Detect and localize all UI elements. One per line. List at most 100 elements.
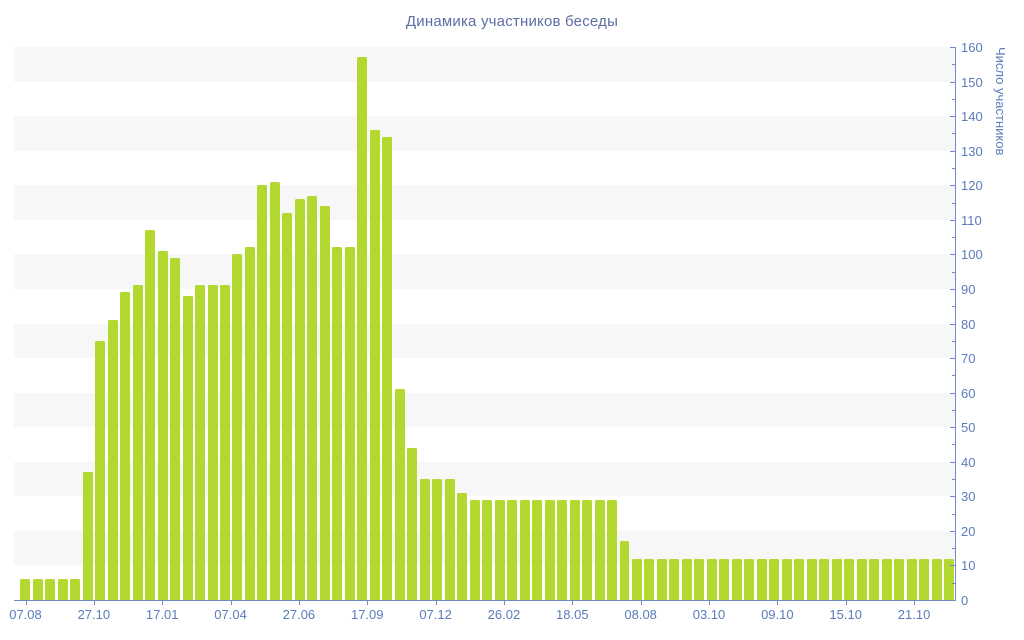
y-major-tick <box>950 358 955 360</box>
bar[interactable] <box>744 558 755 600</box>
bar[interactable] <box>831 558 842 600</box>
bar[interactable] <box>569 499 580 600</box>
bar[interactable] <box>681 558 692 600</box>
bar[interactable] <box>244 247 255 600</box>
x-tick-label: 17.01 <box>145 607 179 622</box>
bar[interactable] <box>407 447 418 600</box>
bar[interactable] <box>719 558 730 600</box>
bar[interactable] <box>432 479 443 600</box>
bar[interactable] <box>519 499 530 600</box>
bar-slot <box>344 47 356 600</box>
bar[interactable] <box>582 499 593 600</box>
bar[interactable] <box>881 558 892 600</box>
grid-band <box>14 150 955 186</box>
bar[interactable] <box>319 206 330 600</box>
bar[interactable] <box>856 558 867 600</box>
bar-slot <box>44 47 56 600</box>
bar-slot <box>69 47 81 600</box>
bar[interactable] <box>157 250 168 600</box>
bar[interactable] <box>731 558 742 600</box>
bar[interactable] <box>232 254 243 600</box>
bar[interactable] <box>694 558 705 600</box>
bar[interactable] <box>794 558 805 600</box>
bar[interactable] <box>332 247 343 600</box>
bar-slot <box>356 47 368 600</box>
bar[interactable] <box>656 558 667 600</box>
bar[interactable] <box>769 558 780 600</box>
bar[interactable] <box>557 499 568 600</box>
bar[interactable] <box>619 541 630 600</box>
bar[interactable] <box>382 136 393 600</box>
y-major-tick <box>950 185 955 187</box>
bar[interactable] <box>294 199 305 600</box>
bar[interactable] <box>469 499 480 600</box>
bar[interactable] <box>45 579 56 600</box>
bar[interactable] <box>706 558 717 600</box>
bar[interactable] <box>357 57 368 600</box>
bar[interactable] <box>282 212 293 600</box>
bar[interactable] <box>457 492 468 600</box>
bar[interactable] <box>132 285 143 600</box>
x-tick <box>230 601 232 605</box>
bar[interactable] <box>544 499 555 600</box>
bar-slot <box>893 47 905 600</box>
bar[interactable] <box>394 389 405 600</box>
x-tick-label: 17.09 <box>350 607 384 622</box>
bar[interactable] <box>207 285 218 600</box>
bar[interactable] <box>669 558 680 600</box>
bar[interactable] <box>894 558 905 600</box>
bar-slot <box>394 47 406 600</box>
bar[interactable] <box>806 558 817 600</box>
bar[interactable] <box>419 479 430 600</box>
bar[interactable] <box>369 129 380 600</box>
bar[interactable] <box>257 185 268 600</box>
grid-band <box>14 185 955 220</box>
bar[interactable] <box>70 579 81 600</box>
bar[interactable] <box>906 558 917 600</box>
y-tick-label: 110 <box>961 212 982 228</box>
bar[interactable] <box>107 320 118 600</box>
bar[interactable] <box>57 579 68 600</box>
bar[interactable] <box>269 181 280 600</box>
bar[interactable] <box>82 472 93 600</box>
bar[interactable] <box>444 479 455 600</box>
bar[interactable] <box>494 499 505 600</box>
bar[interactable] <box>20 579 31 600</box>
bar[interactable] <box>507 499 518 600</box>
bar[interactable] <box>944 558 955 600</box>
bar[interactable] <box>195 285 206 600</box>
bar-slot <box>493 47 505 600</box>
bar[interactable] <box>594 499 605 600</box>
bar-slot <box>905 47 917 600</box>
bar[interactable] <box>32 579 43 600</box>
x-axis-line <box>14 600 956 601</box>
bar-slot <box>880 47 892 600</box>
bar[interactable] <box>95 340 106 600</box>
bar[interactable] <box>170 257 181 600</box>
bar-slot <box>768 47 780 600</box>
bar[interactable] <box>532 499 543 600</box>
bar[interactable] <box>182 295 193 600</box>
bar[interactable] <box>756 558 767 600</box>
bar[interactable] <box>145 230 156 600</box>
bar[interactable] <box>869 558 880 600</box>
bar[interactable] <box>781 558 792 600</box>
y-minor-tick <box>952 479 955 481</box>
bar[interactable] <box>931 558 942 600</box>
bar[interactable] <box>307 195 318 600</box>
bar[interactable] <box>607 499 617 600</box>
bar[interactable] <box>120 292 131 600</box>
bar[interactable] <box>220 285 230 600</box>
bar[interactable] <box>844 558 855 600</box>
bar[interactable] <box>644 558 655 600</box>
y-tick-label: 100 <box>961 247 983 263</box>
x-tick <box>25 601 27 605</box>
bar[interactable] <box>482 499 493 600</box>
grid-band <box>14 116 955 151</box>
bar[interactable] <box>919 558 930 600</box>
bar[interactable] <box>344 247 355 600</box>
bar[interactable] <box>819 558 830 600</box>
bar[interactable] <box>631 558 642 600</box>
y-minor-tick <box>952 375 955 377</box>
